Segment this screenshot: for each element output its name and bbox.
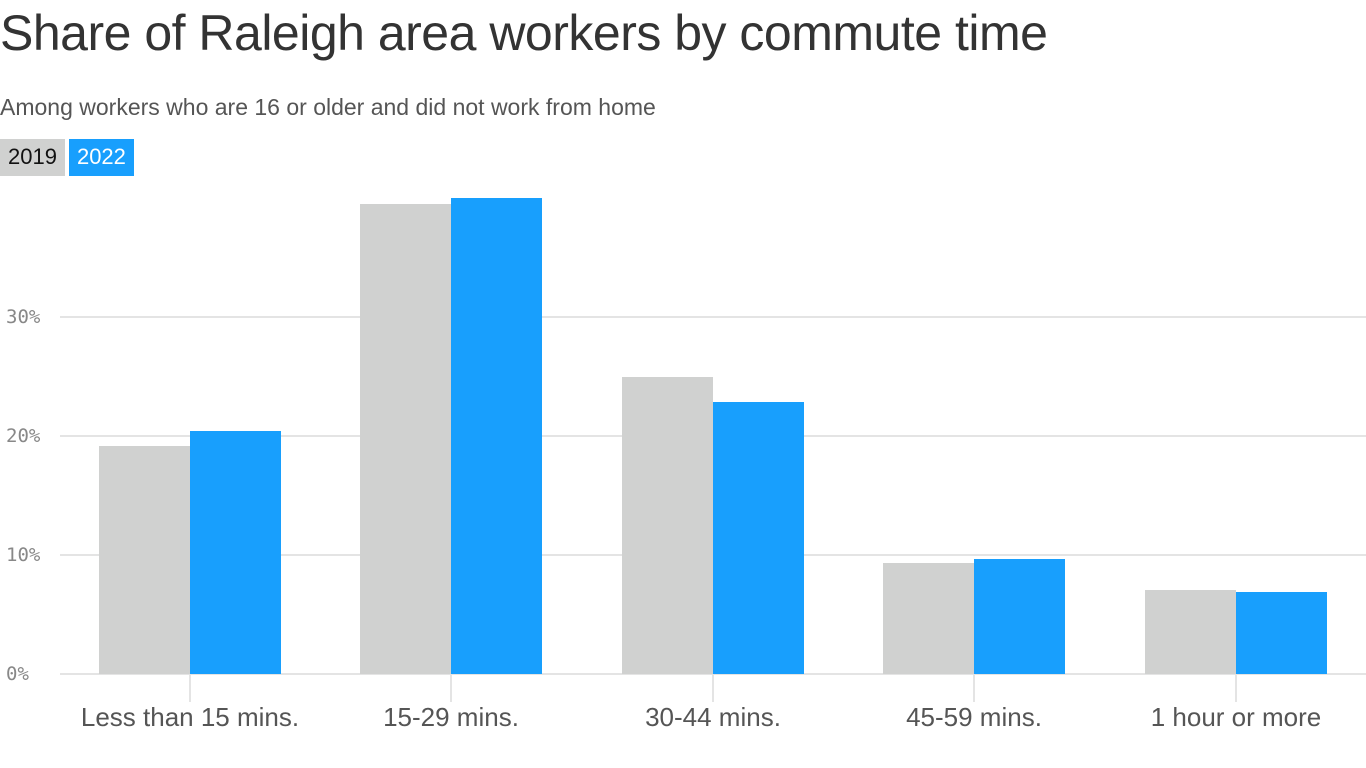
chart-subtitle: Among workers who are 16 or older and di…	[0, 94, 656, 120]
gridline-30	[60, 316, 1366, 318]
legend-item-2019: 2019	[0, 139, 65, 176]
bar-2022	[1236, 591, 1327, 674]
x-label: 45-59 mins.	[906, 702, 1042, 732]
bar-2022	[974, 558, 1065, 674]
bar-2019	[622, 376, 713, 674]
x-label: 1 hour or more	[1150, 702, 1322, 732]
x-tick	[189, 674, 191, 702]
x-tick	[1235, 674, 1237, 702]
legend: 2019 2022	[0, 139, 134, 176]
y-tick-label: 0%	[6, 663, 29, 685]
bar-2022	[190, 431, 281, 674]
legend-item-2022: 2022	[68, 139, 134, 176]
bar-2019	[99, 445, 190, 674]
y-tick-label: 30%	[6, 306, 41, 328]
bar-2022	[451, 198, 542, 674]
chart-title: Share of Raleigh area workers by commute…	[0, 5, 1048, 61]
x-tick	[973, 674, 975, 702]
bar-2019	[1145, 589, 1236, 674]
x-label: 30-44 mins.	[645, 702, 781, 732]
y-tick-label: 20%	[6, 425, 41, 447]
x-label: 15-29 mins.	[383, 702, 519, 732]
bar-2022	[713, 401, 804, 674]
x-label: Less than 15 mins.	[80, 702, 300, 732]
x-tick	[450, 674, 452, 702]
y-tick-label: 10%	[6, 544, 41, 566]
bar-2019	[883, 563, 974, 674]
bar-2019	[360, 203, 451, 674]
x-tick	[712, 674, 714, 702]
